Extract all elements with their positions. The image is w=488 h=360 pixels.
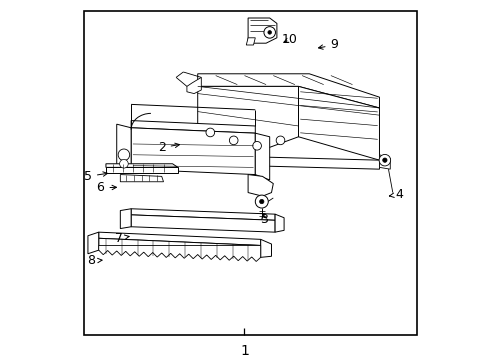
Polygon shape — [99, 232, 260, 246]
Circle shape — [259, 199, 264, 204]
Polygon shape — [197, 74, 379, 108]
Text: 3: 3 — [260, 213, 268, 226]
Circle shape — [276, 136, 284, 145]
Circle shape — [120, 159, 128, 168]
Polygon shape — [131, 209, 275, 220]
Polygon shape — [131, 121, 255, 133]
Text: 6: 6 — [97, 181, 116, 194]
Text: 1: 1 — [240, 344, 248, 358]
Polygon shape — [247, 18, 276, 43]
Circle shape — [264, 27, 275, 38]
Circle shape — [382, 158, 386, 162]
Circle shape — [205, 128, 214, 137]
Polygon shape — [246, 38, 255, 45]
Circle shape — [255, 195, 268, 208]
Polygon shape — [247, 175, 273, 196]
Polygon shape — [197, 137, 379, 169]
Text: 10: 10 — [281, 33, 297, 46]
Text: 4: 4 — [388, 188, 403, 201]
Polygon shape — [106, 164, 178, 167]
Circle shape — [252, 141, 261, 150]
Polygon shape — [117, 124, 131, 169]
Polygon shape — [99, 246, 260, 261]
Text: 9: 9 — [318, 39, 338, 51]
Polygon shape — [260, 239, 271, 257]
Polygon shape — [131, 215, 275, 232]
Polygon shape — [275, 214, 284, 232]
Polygon shape — [88, 232, 99, 254]
Polygon shape — [131, 128, 255, 175]
Circle shape — [229, 136, 238, 145]
Text: 8: 8 — [87, 255, 102, 267]
Text: 7: 7 — [114, 232, 129, 245]
Polygon shape — [99, 238, 260, 257]
Polygon shape — [255, 133, 269, 180]
Polygon shape — [120, 209, 131, 229]
Polygon shape — [120, 175, 163, 182]
Text: 5: 5 — [84, 170, 107, 183]
Circle shape — [267, 31, 271, 34]
Text: 2: 2 — [158, 141, 179, 154]
Circle shape — [378, 154, 390, 166]
Polygon shape — [197, 86, 298, 157]
Circle shape — [118, 149, 129, 161]
Polygon shape — [298, 86, 379, 160]
Polygon shape — [186, 77, 201, 94]
Polygon shape — [106, 167, 178, 173]
Polygon shape — [379, 155, 389, 169]
